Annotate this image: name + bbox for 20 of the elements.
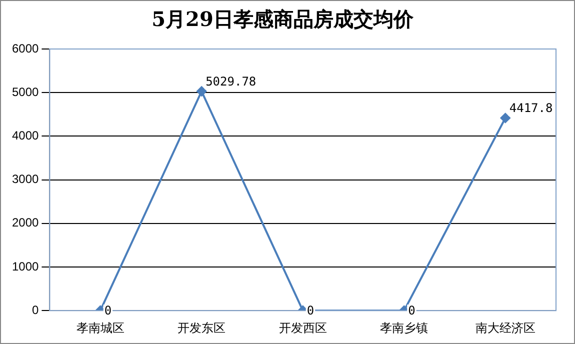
data-label: 0 (306, 304, 314, 318)
y-tick-label: 1000 (12, 259, 40, 274)
data-label: 4417.8 (509, 101, 553, 116)
data-label: 0 (104, 304, 112, 318)
y-tick-label: 6000 (12, 41, 40, 56)
y-tick-label: 5000 (12, 84, 40, 99)
chart-title: 5月29日孝感商品房成交均价 (152, 7, 414, 32)
x-tick-label: 孝南乡镇 (380, 321, 428, 336)
point (196, 86, 207, 96)
y-tick-label: 0 (32, 302, 40, 317)
y-tick-label: 3000 (12, 172, 40, 186)
x-tick-label: 南大经济区 (475, 321, 536, 336)
x-tick-label: 开发西区 (278, 321, 327, 336)
point (500, 112, 510, 123)
y-tick-label: 2000 (12, 216, 40, 230)
y-tick-label: 4000 (12, 128, 40, 143)
x-tick-label: 孝南城区 (76, 321, 124, 336)
data-label: 0 (408, 304, 416, 318)
x-tick-label: 开发东区 (178, 321, 226, 336)
data-label: 5029.78 (206, 74, 256, 88)
